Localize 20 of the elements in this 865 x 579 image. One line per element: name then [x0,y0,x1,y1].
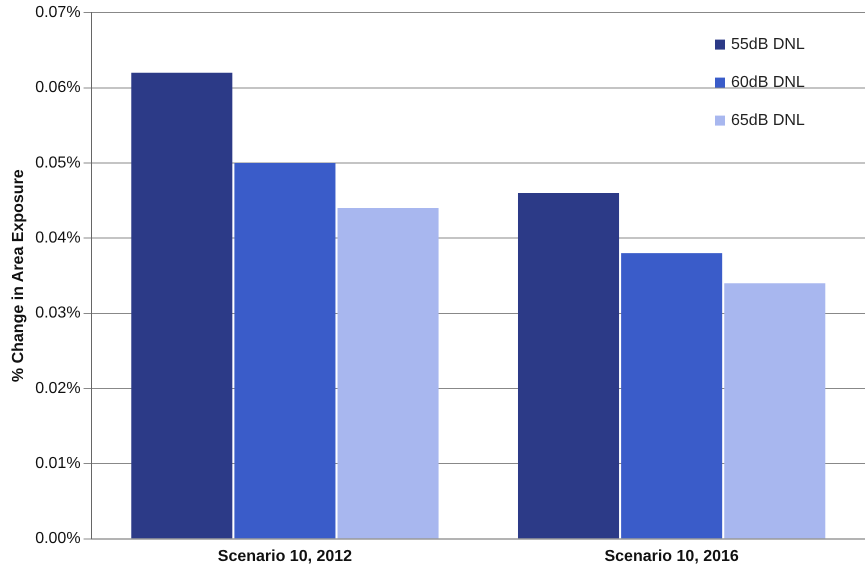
bar [518,193,620,538]
y-tick-label: 0.06% [35,79,81,96]
bar [338,208,439,538]
y-tick-label: 0.01% [35,455,81,472]
y-tick-label: 0.02% [35,380,81,397]
x-tick-label: Scenario 10, 2016 [604,548,739,565]
legend-label: 65dB DNL [731,112,805,130]
x-tick-label: Scenario 10, 2012 [218,548,352,565]
y-tick-label: 0.03% [35,304,81,322]
bar [621,253,722,538]
legend-label: 55dB DNL [731,36,805,54]
y-tick-label: 0.00% [35,530,81,548]
bar [234,162,336,538]
y-tick-label: 0.04% [35,230,81,247]
y-tick-label: 0.07% [35,4,81,22]
y-axis-title: % Change in Area Exposure [10,169,28,382]
bar [724,283,826,538]
legend-label: 60dB DNL [731,74,805,92]
bar [131,72,232,538]
y-tick-label: 0.05% [35,154,81,172]
